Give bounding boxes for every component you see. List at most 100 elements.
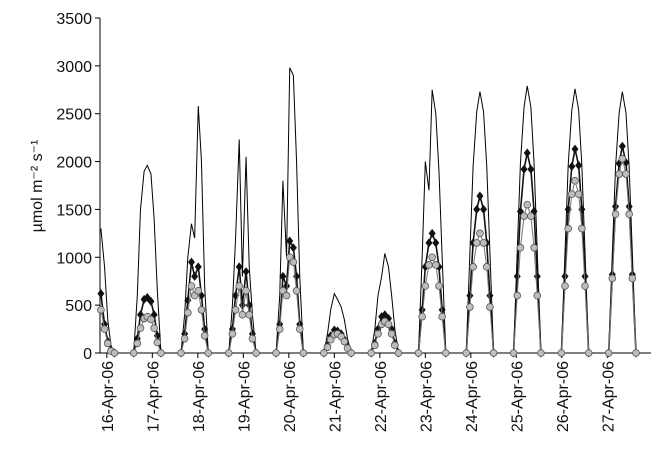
diamond-marker bbox=[523, 148, 531, 158]
x-tick-label: 24-Apr-06 bbox=[464, 361, 481, 432]
diamond-marker bbox=[625, 202, 633, 212]
circle-marker bbox=[516, 243, 525, 252]
circle-marker bbox=[533, 291, 542, 300]
diamond-marker bbox=[612, 202, 620, 212]
circle-marker bbox=[469, 263, 477, 271]
circle-marker bbox=[272, 349, 280, 357]
circle-marker bbox=[391, 341, 399, 350]
y-tick-label: 1500 bbox=[56, 202, 92, 219]
series-line bbox=[100, 67, 637, 354]
circle-marker bbox=[530, 243, 538, 252]
diamond-marker bbox=[571, 144, 579, 154]
circle-marker bbox=[289, 258, 298, 266]
circle-marker bbox=[523, 200, 532, 209]
circle-marker bbox=[371, 341, 379, 350]
circle-marker bbox=[571, 176, 579, 185]
circle-marker bbox=[462, 349, 471, 357]
circle-marker bbox=[435, 282, 443, 290]
diamond-marker bbox=[201, 324, 209, 334]
circle-marker bbox=[489, 349, 498, 357]
series-line bbox=[100, 146, 637, 354]
circle-marker bbox=[299, 349, 308, 357]
circle-marker bbox=[204, 349, 213, 357]
circle-marker bbox=[238, 310, 247, 319]
diamond-marker bbox=[238, 300, 246, 310]
x-tick-label: 19-Apr-06 bbox=[236, 361, 253, 432]
circle-marker bbox=[568, 190, 576, 198]
diamond-marker bbox=[575, 160, 583, 170]
circle-marker bbox=[615, 170, 623, 178]
circle-marker bbox=[428, 253, 436, 262]
circle-marker bbox=[632, 349, 640, 357]
circle-marker bbox=[129, 349, 138, 357]
x-tick-label: 16-Apr-06 bbox=[100, 361, 117, 432]
circle-marker bbox=[418, 312, 426, 321]
circle-marker bbox=[180, 334, 189, 343]
circle-marker bbox=[441, 349, 450, 357]
circle-marker bbox=[618, 154, 627, 163]
circle-marker bbox=[438, 312, 446, 321]
circle-marker bbox=[320, 349, 328, 357]
circle-marker bbox=[367, 349, 375, 357]
y-axis-label: µmol m⁻² s⁻¹ bbox=[29, 140, 46, 233]
circle-marker bbox=[282, 291, 291, 300]
circle-marker bbox=[323, 343, 332, 352]
circle-marker bbox=[374, 330, 382, 338]
circle-marker bbox=[611, 210, 620, 219]
diamond-marker bbox=[235, 262, 243, 272]
circle-marker bbox=[100, 325, 109, 333]
diamond-marker bbox=[293, 271, 301, 281]
y-tick-label: 3500 bbox=[56, 11, 92, 28]
x-tick-label: 27-Apr-06 bbox=[600, 361, 617, 432]
circle-marker bbox=[509, 349, 518, 357]
diamond-marker bbox=[473, 204, 481, 214]
circle-marker bbox=[564, 224, 572, 233]
circle-marker bbox=[394, 349, 403, 357]
circle-marker bbox=[153, 338, 162, 347]
circle-marker bbox=[520, 212, 528, 220]
diamond-marker bbox=[476, 191, 484, 201]
circle-marker bbox=[228, 330, 237, 338]
y-tick-label: 2500 bbox=[56, 107, 92, 124]
diamond-marker bbox=[568, 161, 576, 171]
circle-marker bbox=[421, 282, 430, 290]
circle-marker bbox=[340, 337, 349, 346]
circle-marker bbox=[578, 224, 586, 233]
diamond-marker bbox=[187, 257, 195, 267]
x-tick-label: 21-Apr-06 bbox=[327, 361, 344, 432]
circle-marker bbox=[581, 282, 589, 290]
x-tick-label: 25-Apr-06 bbox=[509, 361, 526, 432]
x-tick-label: 20-Apr-06 bbox=[282, 361, 299, 432]
circle-marker bbox=[414, 349, 423, 357]
circle-marker bbox=[472, 239, 481, 247]
y-tick-label: 2000 bbox=[56, 155, 92, 172]
diamond-marker bbox=[286, 236, 294, 246]
diamond-marker bbox=[581, 271, 589, 281]
diamond-marker bbox=[561, 271, 569, 281]
circle-marker bbox=[557, 349, 566, 357]
circle-marker bbox=[157, 349, 165, 357]
circle-marker bbox=[486, 303, 494, 311]
x-tick-label: 23-Apr-06 bbox=[418, 361, 435, 432]
diamond-marker bbox=[438, 305, 446, 315]
circle-marker bbox=[147, 315, 155, 324]
series-line bbox=[100, 158, 637, 354]
circle-marker bbox=[431, 261, 440, 269]
circle-marker bbox=[479, 239, 488, 247]
circle-marker bbox=[625, 210, 633, 219]
diamond-marker bbox=[425, 238, 433, 248]
diamond-marker bbox=[513, 271, 521, 281]
circle-marker bbox=[248, 334, 257, 343]
circle-marker bbox=[187, 282, 196, 290]
circle-marker bbox=[513, 291, 522, 300]
x-tick-label: 26-Apr-06 bbox=[555, 361, 572, 432]
diamond-marker bbox=[533, 271, 541, 281]
circle-marker bbox=[622, 170, 630, 178]
y-tick-label: 1000 bbox=[56, 250, 92, 267]
x-tick-label: 22-Apr-06 bbox=[373, 361, 390, 432]
circle-marker bbox=[110, 349, 119, 357]
circle-marker bbox=[150, 324, 158, 332]
diamond-marker bbox=[486, 291, 494, 301]
circle-marker bbox=[584, 349, 593, 357]
